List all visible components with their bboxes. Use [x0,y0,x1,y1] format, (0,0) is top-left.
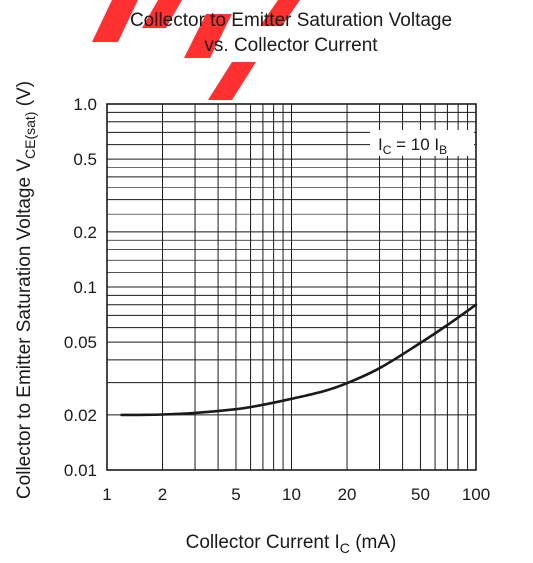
y-tick-label: 0.01 [64,461,97,480]
x-tick-label: 20 [338,485,357,504]
x-tick-label: 1 [102,485,111,504]
y-tick-label: 0.02 [64,406,97,425]
y-tick-label: 0.05 [64,333,97,352]
plot-frame [106,103,477,471]
watermark-streak [92,0,138,42]
y-axis-label: Collector to Emitter Saturation Voltage … [14,81,38,499]
x-tick-labels: 1 2 5 10 20 50 100 [102,485,490,504]
y-tick-label: 1.0 [73,95,97,114]
chart-title-line2: vs. Collector Current [204,35,378,56]
watermark-streak [184,14,232,58]
watermark [92,0,300,100]
watermark-streak [260,0,300,26]
series-line [120,303,478,417]
x-axis-label: Collector Current IC (mA) [186,532,397,556]
watermark-streak [142,0,182,28]
watermark-streak [208,62,256,100]
x-tick-label: 2 [158,485,167,504]
annotation: IC = 10 IB [378,135,447,157]
y-tick-label: 0.2 [73,223,97,242]
y-tick-labels: 1.0 0.5 0.2 0.1 0.05 0.02 0.01 [64,95,97,480]
chart-title-line1: Collector to Emitter Saturation Voltage [130,10,452,31]
annotation-box [370,130,474,156]
y-tick-label: 0.5 [73,150,97,169]
grid [107,104,476,470]
x-tick-label: 100 [462,485,490,504]
x-tick-label: 10 [282,485,301,504]
y-tick-label: 0.1 [73,278,97,297]
x-tick-label: 5 [231,485,240,504]
x-tick-label: 50 [411,485,430,504]
